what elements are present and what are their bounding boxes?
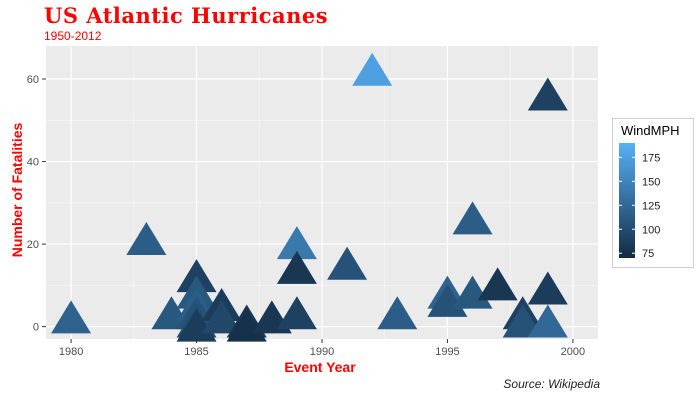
legend: WindMPH xyxy=(612,118,694,268)
data-point xyxy=(276,250,317,284)
data-point xyxy=(527,304,568,338)
data-point xyxy=(427,283,468,317)
legend-title: WindMPH xyxy=(621,123,680,138)
x-tick-label: 2000 xyxy=(561,346,585,358)
y-tick-label: 20 xyxy=(27,239,39,251)
data-point xyxy=(477,267,518,301)
data-point xyxy=(502,304,543,338)
y-axis-label: Number of Fatalities xyxy=(9,122,25,258)
data-point xyxy=(201,300,242,334)
data-point xyxy=(377,296,418,330)
data-point xyxy=(327,246,368,280)
x-axis-label: Event Year xyxy=(284,359,356,375)
x-tick-label: 1980 xyxy=(59,346,83,358)
chart-subtitle: 1950-2012 xyxy=(44,29,102,43)
data-point xyxy=(276,296,317,330)
y-tick-label: 0 xyxy=(33,322,39,334)
data-point xyxy=(276,226,317,260)
data-point xyxy=(176,259,217,293)
y-tick-label: 40 xyxy=(27,157,39,169)
data-points xyxy=(51,52,568,342)
source-caption: Source: Wikipedia xyxy=(503,377,600,391)
chart-title: US Atlantic Hurricanes xyxy=(44,3,329,28)
y-tick-label: 60 xyxy=(27,74,39,86)
data-point xyxy=(151,296,192,330)
x-tick-label: 1995 xyxy=(435,346,459,358)
data-point xyxy=(176,308,217,342)
data-point xyxy=(527,271,568,305)
x-tick-label: 1990 xyxy=(310,346,334,358)
data-point xyxy=(452,275,493,309)
axes: 1980 1985 1990 1995 2000 0 20 40 60 xyxy=(27,74,585,358)
data-point xyxy=(226,308,267,342)
x-tick-label: 1985 xyxy=(184,346,208,358)
data-point xyxy=(352,52,393,86)
data-point xyxy=(126,221,167,255)
data-point xyxy=(452,201,493,235)
data-point xyxy=(527,77,568,111)
data-point xyxy=(51,300,92,334)
